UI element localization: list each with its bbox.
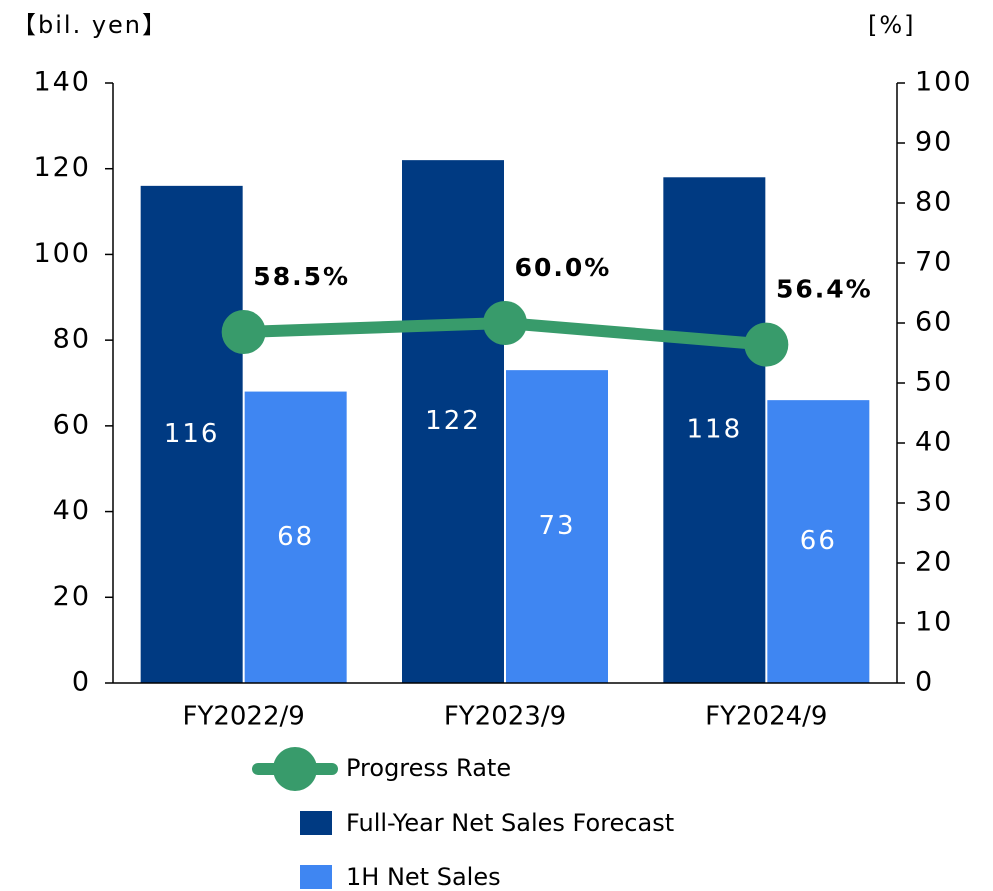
y2-tick-label: 70: [915, 247, 953, 278]
y2-tick-label: 60: [915, 307, 953, 338]
y2-tick-label: 30: [915, 487, 953, 518]
line-value-label: 60.0%: [515, 253, 612, 282]
y2-tick-label: 10: [915, 607, 953, 638]
bar: [140, 185, 243, 683]
legend-marker: [273, 747, 317, 791]
y-tick-label: 80: [53, 324, 91, 355]
label-bg: [768, 272, 881, 309]
legend-label: Full-Year Net Sales Forecast: [346, 809, 674, 837]
legend-label: 1H Net Sales: [346, 863, 501, 891]
line-point: [744, 322, 789, 367]
bar: [506, 370, 608, 683]
bar-value-label: 68: [277, 522, 314, 552]
y-tick-label: 60: [53, 409, 91, 440]
y2-tick-label: 0: [915, 667, 934, 698]
legend-label: Progress Rate: [346, 754, 511, 782]
line-value-label: 56.4%: [776, 275, 873, 304]
y2-tick-label: 100: [915, 67, 973, 98]
y-tick-label: 100: [33, 238, 91, 269]
y2-tick-label: 50: [915, 367, 953, 398]
y2-tick-label: 90: [915, 127, 953, 158]
bar-value-label: 122: [425, 406, 481, 436]
bar: [767, 400, 870, 683]
y2-tick-label: 40: [915, 427, 953, 458]
label-bg: [507, 251, 619, 287]
y-tick-label: 20: [53, 581, 91, 612]
x-tick-label: FY2023/9: [444, 702, 566, 732]
bar-value-label: 66: [800, 526, 837, 556]
line-point: [221, 310, 266, 354]
bar-value-label: 118: [687, 415, 743, 445]
legend-swatch: [300, 865, 332, 889]
y-tick-label: 120: [33, 152, 91, 183]
y2-tick-label: 80: [915, 187, 953, 218]
line-point: [483, 301, 527, 345]
y-tick-label: 140: [33, 67, 91, 98]
y2-axis-label: [%]: [868, 11, 916, 39]
line-value-label: 58.5%: [253, 262, 350, 291]
x-tick-label: FY2024/9: [705, 702, 827, 732]
y-tick-label: 0: [72, 667, 91, 698]
bar-value-label: 73: [538, 511, 575, 541]
bar: [402, 160, 504, 684]
y2-tick-label: 20: [915, 547, 953, 578]
label-bg: [245, 260, 358, 296]
y-tick-label: 40: [53, 495, 91, 526]
legend-swatch: [300, 811, 332, 835]
y-axis-label: 【bil. yen】: [12, 11, 168, 39]
bar-value-label: 116: [164, 419, 220, 449]
bar: [244, 391, 347, 683]
bar: [663, 177, 766, 684]
x-tick-label: FY2022/9: [183, 702, 305, 732]
